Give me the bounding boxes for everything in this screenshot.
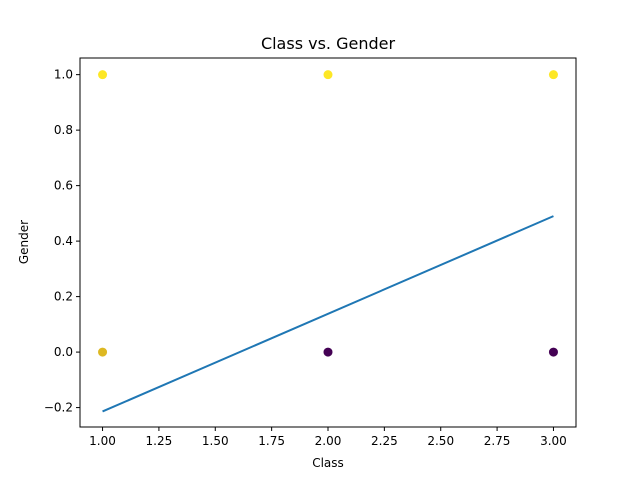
y-tick-label: 0.2 bbox=[54, 290, 73, 304]
y-tick-label: 0.6 bbox=[54, 179, 73, 193]
y-tick-label: 0.0 bbox=[54, 345, 73, 359]
x-tick-label: 1.00 bbox=[89, 434, 116, 448]
y-tick-label: 1.0 bbox=[54, 68, 73, 82]
x-tick-label: 2.50 bbox=[427, 434, 454, 448]
fit-line-layer bbox=[102, 215, 554, 413]
x-tick-label: 1.75 bbox=[258, 434, 285, 448]
x-tick-label: 2.00 bbox=[315, 434, 342, 448]
y-tick-label: 0.4 bbox=[54, 234, 73, 248]
chart-title: Class vs. Gender bbox=[261, 34, 396, 53]
y-tick-label: −0.2 bbox=[44, 401, 73, 415]
y-tick-label: 0.8 bbox=[54, 123, 73, 137]
regression-line bbox=[102, 215, 554, 413]
data-point bbox=[323, 347, 333, 357]
x-tick-label: 3.00 bbox=[540, 434, 567, 448]
y-axis-label: Gender bbox=[17, 220, 31, 264]
x-tick-label: 2.75 bbox=[484, 434, 511, 448]
data-point bbox=[98, 70, 108, 80]
data-point bbox=[323, 70, 333, 80]
x-axis-label: Class bbox=[312, 456, 344, 470]
plot-frame bbox=[79, 57, 577, 428]
ticks-layer: 1.00 1.25 1.50 1.75 2.00 2.25 2.50 2.75 3.00 −0.2… bbox=[44, 68, 567, 448]
data-point bbox=[548, 70, 558, 80]
x-tick-label: 1.25 bbox=[146, 434, 173, 448]
data-point bbox=[98, 347, 108, 357]
x-tick-label: 1.50 bbox=[202, 434, 229, 448]
points-layer bbox=[98, 70, 558, 357]
data-point bbox=[548, 347, 558, 357]
x-tick-label: 2.25 bbox=[371, 434, 398, 448]
